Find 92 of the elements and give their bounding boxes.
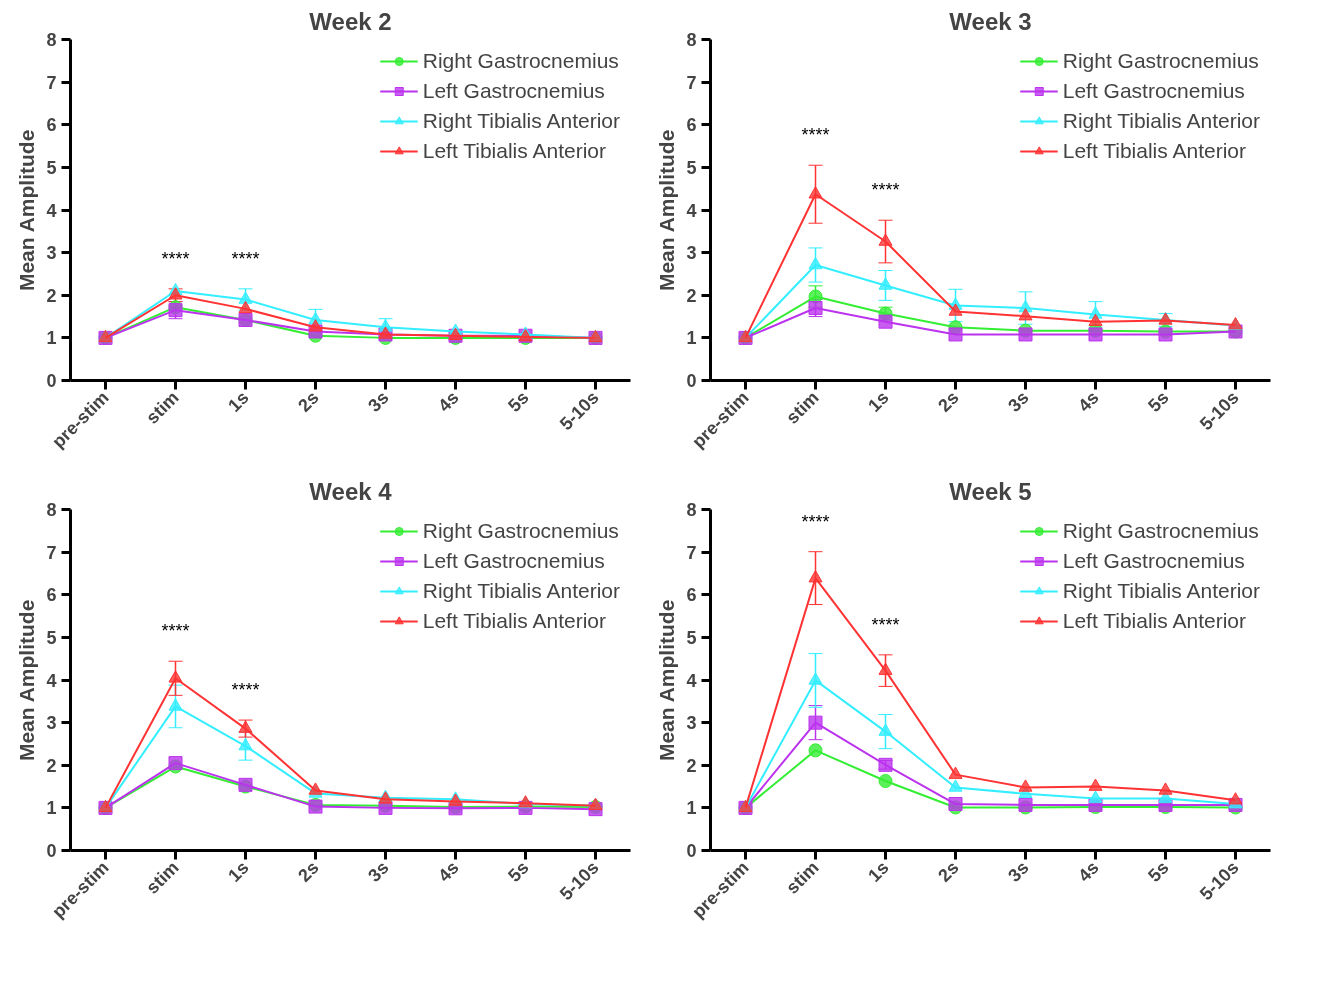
- y-tick-label: 0: [46, 371, 57, 391]
- y-tick-label: 8: [46, 30, 57, 50]
- y-tick-label: 8: [686, 500, 697, 520]
- chart-title: Week 5: [949, 477, 1032, 505]
- x-tick-label: 3s: [1004, 387, 1033, 416]
- x-tick-label: 4s: [1074, 387, 1103, 416]
- y-tick-label: 3: [46, 713, 57, 734]
- x-tick-label: 2s: [294, 857, 323, 886]
- y-tick-label: 1: [686, 328, 697, 349]
- x-tick-label: stim: [142, 857, 183, 898]
- y-tick-label: 6: [46, 115, 57, 136]
- x-tick-label: 1s: [224, 387, 253, 416]
- legend-label: Left Tibialis Anterior: [1062, 609, 1246, 633]
- x-tick-label: 5s: [1144, 857, 1173, 886]
- annotation: ****: [161, 621, 190, 642]
- x-tick-label: 3s: [1004, 857, 1033, 886]
- annotation: ****: [801, 511, 830, 532]
- legend-label: Left Gastrocnemius: [1062, 79, 1245, 103]
- x-tick-label: 1s: [864, 387, 893, 416]
- legend-label: Left Tibialis Anterior: [422, 609, 606, 633]
- annotation: ****: [801, 125, 830, 146]
- y-axis-title: Mean Amplitude: [15, 599, 39, 762]
- y-tick-label: 3: [46, 243, 57, 264]
- y-tick-label: 3: [686, 243, 697, 264]
- y-tick-label: 4: [686, 670, 697, 691]
- y-tick-label: 8: [46, 500, 57, 520]
- y-axis-title: Mean Amplitude: [655, 129, 679, 292]
- legend-label: Left Gastrocnemius: [422, 79, 605, 103]
- legend-label: Right Gastrocnemius: [422, 519, 619, 543]
- y-tick-label: 0: [686, 841, 697, 861]
- legend-label: Right Tibialis Anterior: [1062, 109, 1260, 133]
- y-tick-label: 4: [46, 200, 57, 221]
- y-tick-label: 1: [46, 798, 57, 819]
- y-axis-title: Mean Amplitude: [655, 599, 679, 762]
- annotation: ****: [871, 180, 900, 201]
- x-tick-label: stim: [142, 387, 183, 428]
- y-tick-label: 1: [686, 798, 697, 819]
- x-tick-label: 5s: [504, 857, 533, 886]
- x-tick-label: 2s: [934, 857, 963, 886]
- legend-label: Right Gastrocnemius: [1062, 49, 1259, 73]
- x-tick-label: 4s: [434, 857, 463, 886]
- y-tick-label: 6: [686, 585, 697, 606]
- y-tick-label: 5: [46, 627, 57, 648]
- chart-title: Week 3: [949, 7, 1032, 35]
- y-axis-title: Mean Amplitude: [15, 129, 39, 292]
- legend-label: Left Gastrocnemius: [422, 549, 605, 573]
- y-tick-label: 2: [686, 285, 697, 306]
- annotation: ****: [871, 614, 900, 635]
- annotation: ****: [231, 248, 260, 269]
- annotation: ****: [161, 248, 190, 269]
- y-tick-label: 3: [686, 713, 697, 734]
- legend-label: Left Tibialis Anterior: [1062, 139, 1246, 163]
- x-tick-label: 2s: [934, 387, 963, 416]
- x-tick-label: 3s: [364, 857, 393, 886]
- y-tick-label: 6: [686, 115, 697, 136]
- y-tick-label: 1: [46, 328, 57, 349]
- y-tick-label: 4: [686, 200, 697, 221]
- y-tick-label: 7: [46, 542, 57, 563]
- x-tick-label: 5s: [504, 387, 533, 416]
- legend-label: Left Tibialis Anterior: [422, 139, 606, 163]
- annotation: ****: [231, 680, 260, 701]
- y-tick-label: 4: [46, 670, 57, 691]
- x-tick-label: 5s: [1144, 387, 1173, 416]
- x-tick-label: 1s: [864, 857, 893, 886]
- y-tick-label: 2: [686, 755, 697, 776]
- x-tick-label: stim: [782, 857, 823, 898]
- x-tick-label: 1s: [224, 857, 253, 886]
- y-tick-label: 2: [46, 285, 57, 306]
- chart-title: Week 4: [309, 477, 393, 505]
- y-tick-label: 5: [686, 627, 697, 648]
- y-tick-label: 5: [686, 157, 697, 178]
- y-tick-label: 0: [686, 371, 697, 391]
- x-tick-label: stim: [782, 387, 823, 428]
- y-tick-label: 0: [46, 841, 57, 861]
- x-tick-label: 2s: [294, 387, 323, 416]
- y-tick-label: 7: [686, 542, 697, 563]
- chart-title: Week 2: [309, 7, 392, 35]
- legend-label: Right Gastrocnemius: [422, 49, 619, 73]
- x-tick-label: 3s: [364, 387, 393, 416]
- y-tick-label: 8: [686, 30, 697, 50]
- legend-label: Right Tibialis Anterior: [1062, 579, 1260, 603]
- y-tick-label: 2: [46, 755, 57, 776]
- y-tick-label: 7: [46, 72, 57, 93]
- legend-label: Right Tibialis Anterior: [422, 579, 620, 603]
- legend-label: Right Gastrocnemius: [1062, 519, 1259, 543]
- x-tick-label: 4s: [434, 387, 463, 416]
- y-tick-label: 7: [686, 72, 697, 93]
- legend-label: Left Gastrocnemius: [1062, 549, 1245, 573]
- y-tick-label: 5: [46, 157, 57, 178]
- legend-label: Right Tibialis Anterior: [422, 109, 620, 133]
- x-tick-label: 4s: [1074, 857, 1103, 886]
- y-tick-label: 6: [46, 585, 57, 606]
